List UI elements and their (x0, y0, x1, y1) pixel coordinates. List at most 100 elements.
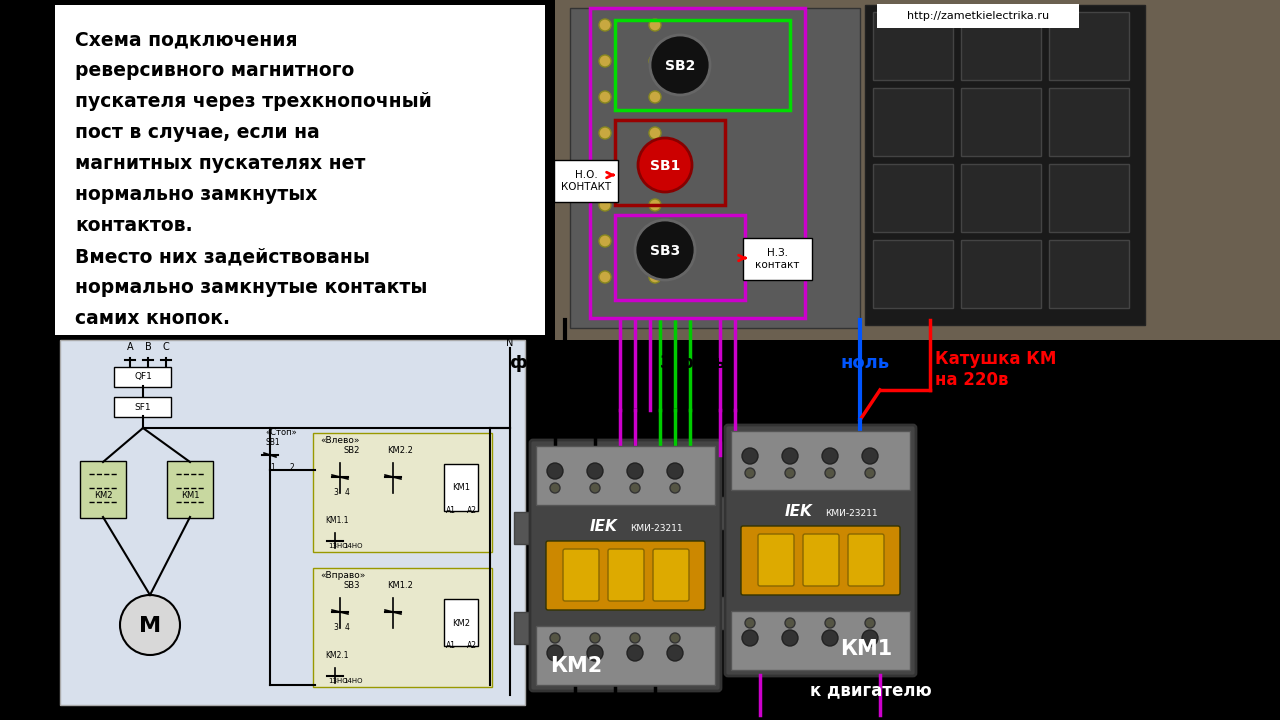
FancyBboxPatch shape (444, 464, 477, 511)
Circle shape (590, 483, 600, 493)
FancyBboxPatch shape (60, 340, 525, 705)
FancyBboxPatch shape (961, 88, 1041, 156)
FancyBboxPatch shape (961, 12, 1041, 80)
Text: 3: 3 (333, 488, 338, 497)
Circle shape (785, 468, 795, 478)
FancyBboxPatch shape (1050, 88, 1129, 156)
Circle shape (547, 463, 563, 479)
Text: КМ1: КМ1 (180, 490, 200, 500)
FancyBboxPatch shape (530, 440, 721, 691)
FancyBboxPatch shape (114, 397, 172, 417)
FancyBboxPatch shape (1050, 164, 1129, 232)
Text: Н.О.
КОНТАКТ: Н.О. КОНТАКТ (561, 170, 611, 192)
Circle shape (785, 618, 795, 628)
Text: «Стоп»: «Стоп» (265, 428, 297, 437)
Circle shape (649, 19, 660, 31)
Text: 3 фазы: 3 фазы (660, 354, 730, 372)
Text: 1: 1 (270, 463, 275, 472)
Text: 14НО: 14НО (343, 543, 362, 549)
Circle shape (635, 220, 695, 280)
Text: магнитных пускателях нет: магнитных пускателях нет (76, 154, 365, 173)
Text: http://zametkielectrika.ru: http://zametkielectrika.ru (908, 11, 1050, 21)
Text: «Влево»: «Влево» (320, 436, 360, 445)
FancyBboxPatch shape (724, 425, 916, 676)
FancyBboxPatch shape (314, 433, 492, 552)
Circle shape (649, 199, 660, 211)
FancyBboxPatch shape (55, 5, 545, 335)
FancyBboxPatch shape (873, 12, 954, 80)
FancyBboxPatch shape (79, 461, 125, 518)
FancyBboxPatch shape (515, 612, 534, 644)
Circle shape (826, 618, 835, 628)
Circle shape (861, 448, 878, 464)
Text: КМ1: КМ1 (840, 639, 892, 659)
FancyBboxPatch shape (865, 5, 1146, 325)
FancyBboxPatch shape (873, 164, 954, 232)
FancyBboxPatch shape (873, 240, 954, 308)
Circle shape (588, 645, 603, 661)
Circle shape (550, 483, 561, 493)
Text: «Вправо»: «Вправо» (320, 571, 365, 580)
FancyBboxPatch shape (515, 512, 534, 544)
Circle shape (742, 630, 758, 646)
Circle shape (667, 645, 684, 661)
Text: A1: A1 (445, 641, 456, 650)
Circle shape (649, 91, 660, 103)
Circle shape (650, 35, 710, 95)
FancyBboxPatch shape (554, 160, 618, 202)
Circle shape (649, 235, 660, 247)
Text: 4: 4 (346, 623, 349, 632)
Circle shape (599, 127, 611, 139)
Circle shape (667, 463, 684, 479)
FancyBboxPatch shape (536, 446, 716, 505)
Text: нормально замкнутых: нормально замкнутых (76, 185, 317, 204)
FancyBboxPatch shape (608, 549, 644, 601)
Text: КМИ-23211: КМИ-23211 (630, 524, 682, 533)
Text: Катушка КМ
на 220в: Катушка КМ на 220в (934, 350, 1056, 389)
FancyBboxPatch shape (742, 238, 812, 280)
FancyBboxPatch shape (166, 461, 212, 518)
Text: KM1.2: KM1.2 (387, 581, 413, 590)
Text: 4: 4 (346, 488, 349, 497)
Text: М: М (140, 616, 161, 636)
Text: KM1.1: KM1.1 (325, 516, 348, 525)
FancyBboxPatch shape (547, 541, 705, 610)
Text: нормально замкнутые контакты: нормально замкнутые контакты (76, 278, 428, 297)
Circle shape (599, 235, 611, 247)
Text: КМ2: КМ2 (93, 490, 113, 500)
Circle shape (822, 448, 838, 464)
Circle shape (745, 468, 755, 478)
Circle shape (826, 468, 835, 478)
Circle shape (550, 633, 561, 643)
FancyBboxPatch shape (444, 599, 477, 646)
Circle shape (649, 127, 660, 139)
Circle shape (120, 595, 180, 655)
Circle shape (627, 463, 643, 479)
Circle shape (861, 630, 878, 646)
Circle shape (865, 618, 876, 628)
Circle shape (547, 645, 563, 661)
Circle shape (599, 19, 611, 31)
Circle shape (599, 55, 611, 67)
Text: SB2: SB2 (664, 59, 695, 73)
Text: Вместо них задействованы: Вместо них задействованы (76, 247, 370, 266)
Text: реверсивного магнитного: реверсивного магнитного (76, 61, 355, 80)
Text: KM2: KM2 (452, 618, 470, 628)
Text: KM2.2: KM2.2 (387, 446, 413, 455)
FancyBboxPatch shape (1050, 12, 1129, 80)
FancyBboxPatch shape (877, 4, 1079, 28)
Text: C: C (163, 342, 169, 352)
Text: SB3: SB3 (343, 581, 360, 590)
FancyBboxPatch shape (314, 568, 492, 687)
Circle shape (599, 163, 611, 175)
Circle shape (822, 630, 838, 646)
Circle shape (745, 618, 755, 628)
FancyBboxPatch shape (731, 611, 910, 670)
Circle shape (599, 271, 611, 283)
Circle shape (637, 138, 692, 192)
FancyBboxPatch shape (803, 534, 838, 586)
Text: SB2: SB2 (343, 446, 360, 455)
FancyBboxPatch shape (653, 549, 689, 601)
Circle shape (649, 163, 660, 175)
Text: 14НО: 14НО (343, 678, 362, 684)
